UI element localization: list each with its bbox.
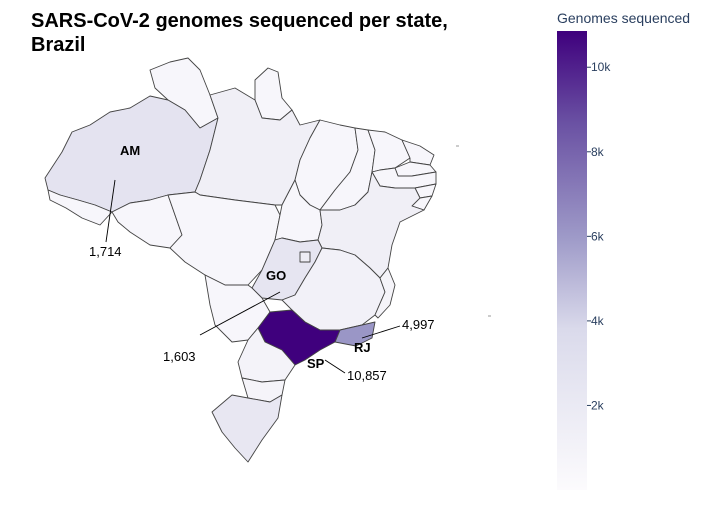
state-AC[interactable] — [47, 189, 113, 226]
chart-title: SARS-CoV-2 genomes sequenced per state, … — [31, 10, 448, 56]
colorbar-gradient — [557, 31, 587, 490]
am-leader-line — [105, 179, 116, 243]
state-label-RJ: RJ — [354, 340, 371, 355]
value-label-AM: 1,714 — [89, 244, 122, 259]
state-MT[interactable] — [167, 191, 281, 286]
brazil-map[interactable]: AM GO RJ SP 1,714 1,603 4,997 10,857 — [0, 0, 555, 516]
colorbar-tick-label: 10k — [591, 60, 611, 74]
state-ES[interactable] — [374, 267, 396, 319]
colorbar-tick-label: 2k — [591, 398, 605, 412]
state-label-GO: GO — [266, 268, 286, 283]
state-RS[interactable] — [211, 394, 283, 463]
state-DF[interactable] — [299, 251, 311, 263]
state-PR[interactable] — [237, 327, 296, 383]
go-leader-line — [199, 291, 281, 336]
sp-leader-line — [324, 359, 346, 374]
value-label-RJ: 4,997 — [402, 317, 435, 332]
colorbar-title: Genomes sequenced — [557, 10, 691, 26]
value-label-SP: 10,857 — [347, 368, 387, 383]
state-label-AM: AM — [120, 143, 140, 158]
value-label-GO: 1,603 — [163, 349, 196, 364]
state-AP[interactable] — [254, 67, 293, 121]
colorbar-tick-label: 8k — [591, 145, 605, 159]
state-label-SP: SP — [307, 356, 325, 371]
colorbar-tick-label: 6k — [591, 229, 605, 243]
colorbar-tick-label: 4k — [591, 314, 605, 328]
rj-leader-line — [361, 325, 401, 339]
colorbar: 2k 4k 6k 8k 10k — [557, 31, 611, 490]
